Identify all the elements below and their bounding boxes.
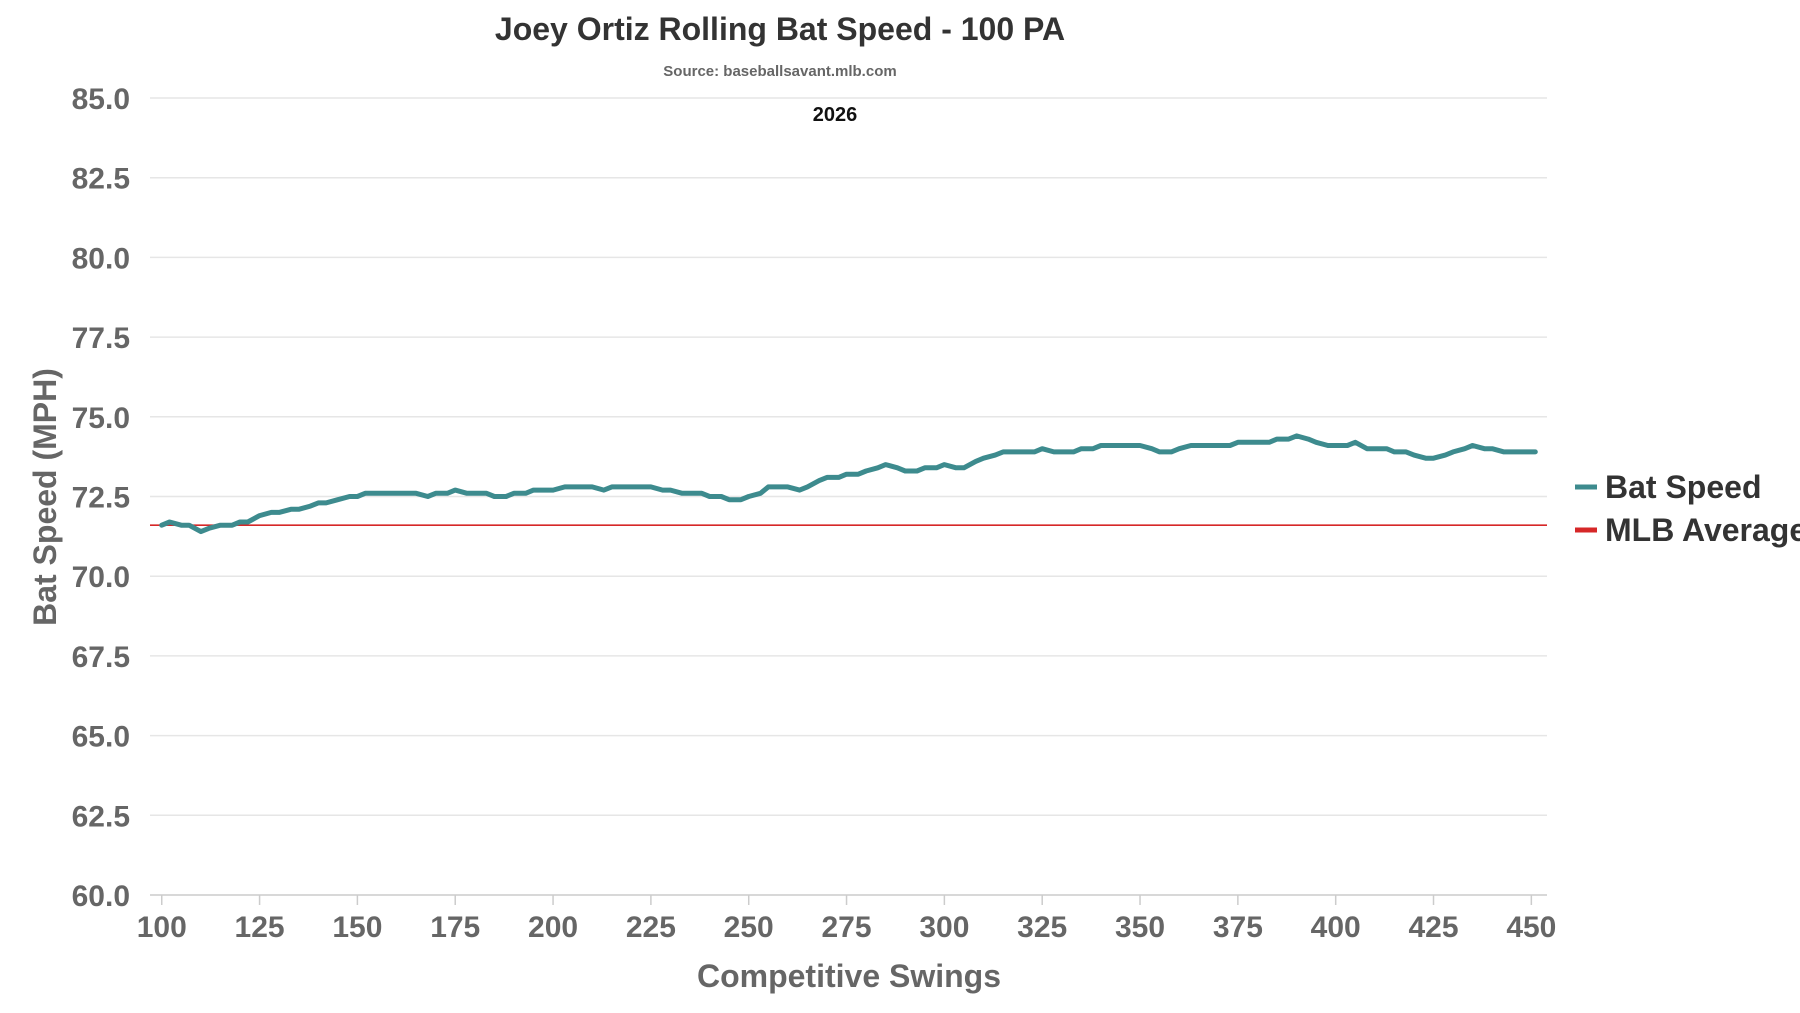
x-tick-label: 100	[137, 911, 187, 944]
y-tick-label: 82.5	[72, 163, 130, 196]
y-tick-label: 72.5	[72, 482, 130, 515]
x-tick-label: 450	[1506, 911, 1556, 944]
bat-speed-layer	[159, 433, 1538, 535]
x-tick-label: 375	[1213, 911, 1263, 944]
x-tick-label: 125	[235, 911, 285, 944]
gridlines	[150, 97, 1547, 817]
y-tick-label: 62.5	[72, 800, 130, 833]
x-axis-ticks: 100 125 150 175 200 225 250 275 300 325 350 375 400 4…	[137, 895, 1556, 944]
legend-item-mlb-average[interactable]: MLB Average	[1575, 512, 1800, 548]
x-tick-label: 150	[332, 911, 382, 944]
x-axis-title: Competitive Swings	[697, 958, 1001, 994]
x-tick-label: 275	[822, 911, 872, 944]
y-tick-label: 70.0	[72, 561, 130, 594]
chart-title: Joey Ortiz Rolling Bat Speed - 100 PA	[495, 11, 1065, 47]
y-tick-label: 75.0	[72, 402, 130, 435]
y-tick-label: 85.0	[72, 83, 130, 116]
x-tick-label: 425	[1408, 911, 1458, 944]
y-axis-title: Bat Speed (MPH)	[27, 368, 63, 626]
y-tick-label: 67.5	[72, 641, 130, 674]
x-tick-label: 350	[1115, 911, 1165, 944]
legend-item-bat-speed[interactable]: Bat Speed	[1575, 469, 1761, 505]
x-tick-label: 325	[1017, 911, 1067, 944]
x-tick-label: 200	[528, 911, 578, 944]
x-tick-label: 300	[919, 911, 969, 944]
x-tick-label: 400	[1311, 911, 1361, 944]
legend-label-bat-speed: Bat Speed	[1605, 469, 1761, 505]
y-tick-label: 60.0	[72, 880, 130, 913]
y-axis-ticks: 60.0 62.5 65.0 67.5 70.0 72.5 75.0 77.5 80.0 82.5…	[72, 83, 130, 913]
y-tick-label: 77.5	[72, 322, 130, 355]
x-tick-label: 175	[430, 911, 480, 944]
chart-subtitle: Source: baseballsavant.mlb.com	[663, 63, 896, 80]
y-tick-label: 65.0	[72, 721, 130, 754]
x-tick-label: 250	[724, 911, 774, 944]
x-tick-label: 225	[626, 911, 676, 944]
bat-speed-series-line[interactable]	[159, 433, 1538, 535]
legend: Bat Speed MLB Average	[1575, 469, 1800, 548]
y-tick-label: 80.0	[72, 242, 130, 275]
legend-label-mlb-average: MLB Average	[1605, 512, 1800, 548]
year-annotation: 2026	[813, 104, 858, 126]
